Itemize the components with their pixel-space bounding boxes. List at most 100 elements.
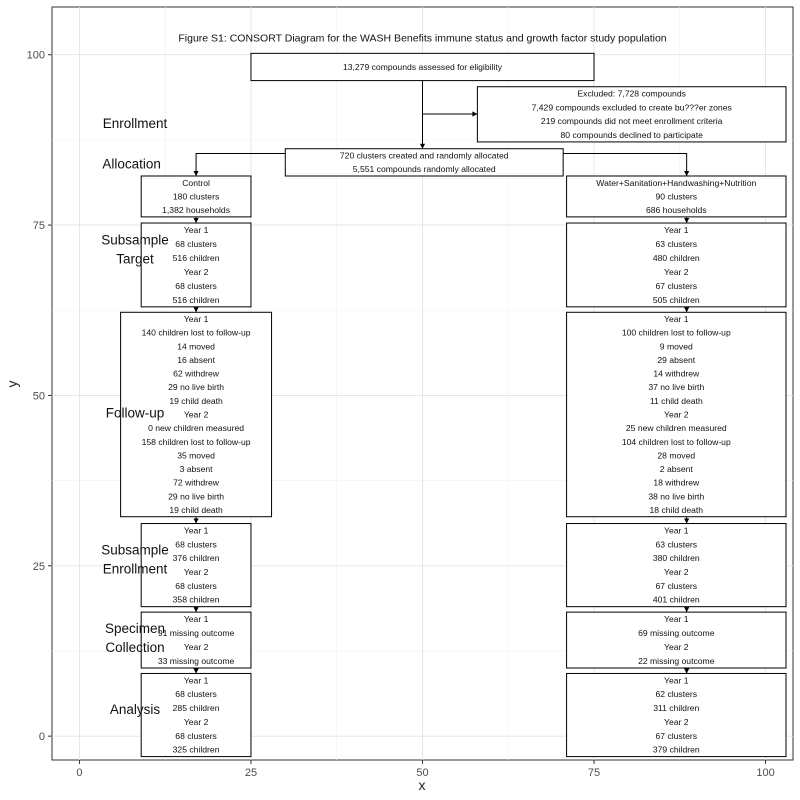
arrow-head xyxy=(684,218,690,224)
stage-label-follow-up: Follow-up xyxy=(106,405,165,420)
box-line: 22 missing outcome xyxy=(638,656,715,666)
y-tick-label: 25 xyxy=(33,561,45,573)
box-line: Excluded: 7,728 compounds xyxy=(577,89,685,99)
stage-label-allocation: Allocation xyxy=(102,157,161,172)
box-line: 68 clusters xyxy=(175,281,217,291)
box-control-followup: Year 1 140 children lost to follow-up 14 m… xyxy=(120,311,273,518)
box-frame xyxy=(140,222,252,308)
arrow-head xyxy=(419,143,426,149)
arrow-head xyxy=(193,668,199,674)
box-line: 67 clusters xyxy=(656,281,698,291)
box-line: 219 compounds did not meet enrollment cr… xyxy=(541,116,723,126)
y-tick-label: 50 xyxy=(33,390,45,402)
box-frame xyxy=(120,311,273,518)
box-allocated: 720 clusters created and randomly alloca… xyxy=(284,148,564,177)
connector-wshn-specimen-to-analysis xyxy=(684,668,690,674)
box-line: 140 children lost to follow-up xyxy=(142,328,251,338)
box-control-target: Year 1 68 clusters 516 children Year 2 68 cl… xyxy=(140,222,252,308)
box-line: 358 children xyxy=(173,595,220,605)
box-frame xyxy=(140,672,252,758)
box-line: 5,551 compounds randomly allocated xyxy=(353,164,496,174)
box-line: 516 children xyxy=(173,295,220,305)
box-line: 380 children xyxy=(653,553,700,563)
box-line: 325 children xyxy=(173,745,220,755)
box-frame xyxy=(566,222,787,308)
box-line: 720 clusters created and randomly alloca… xyxy=(340,151,509,161)
box-frame xyxy=(566,311,787,518)
connector-wshn-followup-to-sub-enroll xyxy=(684,516,690,524)
box-frame xyxy=(140,523,252,608)
box-line: 516 children xyxy=(173,253,220,263)
connector-control-target-to-followup xyxy=(193,306,199,313)
stage-label-enrollment: Enrollment xyxy=(103,116,168,131)
arrow-head xyxy=(684,307,690,313)
box-line: 69 missing outcome xyxy=(638,628,715,638)
box-line: 376 children xyxy=(173,553,220,563)
box-line: 11 child death xyxy=(650,396,703,406)
arrow-head xyxy=(193,218,199,224)
stage-label-subsample-enrollment: Subsample xyxy=(101,542,169,557)
connector-assessed-to-allocated xyxy=(419,80,426,149)
box-line: 180 clusters xyxy=(173,191,219,201)
box-line: 25 new children measured xyxy=(626,423,727,433)
box-line: 311 children xyxy=(653,703,699,713)
box-line: Year 1 xyxy=(664,314,689,324)
box-assessed: 13,279 compounds assessed for eligibilit… xyxy=(250,52,595,82)
box-line: Year 1 xyxy=(184,525,209,535)
box-line: Year 2 xyxy=(184,717,209,727)
box-control-arm: Control 180 clusters 1,382 households xyxy=(140,175,252,218)
axes: 0 25 50 75 100 0 25 50 75 100 xyxy=(27,50,775,779)
box-line: Year 1 xyxy=(184,675,209,685)
box-line: 19 child death xyxy=(169,505,223,515)
x-tick-label: 25 xyxy=(245,767,257,779)
box-wshn-sub-enroll: Year 1 63 clusters 380 children Year 2 67 cl… xyxy=(566,523,787,608)
arrow-head xyxy=(684,668,690,674)
connector-to-excluded xyxy=(422,111,478,117)
connector-allocated-to-control xyxy=(193,153,286,176)
connector-control-followup-to-sub-enroll xyxy=(193,516,199,524)
box-line: 18 withdrew xyxy=(653,478,700,488)
box-frame xyxy=(566,523,787,608)
box-line: 37 no live birth xyxy=(648,382,704,392)
box-line: 63 clusters xyxy=(656,539,698,549)
arrow-head xyxy=(472,111,478,117)
box-line: Year 1 xyxy=(184,614,209,624)
box-line: 72 withdrew xyxy=(173,478,220,488)
stage-label-subsample-target: Target xyxy=(116,251,154,266)
box-line: 13,279 compounds assessed for eligibilit… xyxy=(343,62,503,72)
connector-control-arm-to-target xyxy=(193,216,199,224)
box-frame xyxy=(566,672,787,758)
box-line: 67 clusters xyxy=(656,731,698,741)
box-line: 62 clusters xyxy=(656,689,698,699)
x-tick-label: 100 xyxy=(756,767,774,779)
y-tick-label: 100 xyxy=(27,50,45,62)
box-control-analysis: Year 1 68 clusters 285 children Year 2 68 cl… xyxy=(140,672,252,758)
box-line: Year 2 xyxy=(184,642,209,652)
box-line: 38 no live birth xyxy=(648,491,704,501)
box-line: Year 2 xyxy=(664,410,689,420)
x-tick-label: 75 xyxy=(588,767,600,779)
box-line: 68 clusters xyxy=(175,731,217,741)
connector-line xyxy=(195,153,286,176)
stage-label-specimen-collection: Collection xyxy=(105,640,164,655)
box-line: 28 moved xyxy=(657,450,695,460)
box-line: 0 new children measured xyxy=(148,423,244,433)
y-tick-label: 75 xyxy=(33,220,45,232)
box-line: Control xyxy=(182,178,210,188)
box-frame xyxy=(284,148,564,177)
box-line: 104 children lost to follow-up xyxy=(622,437,731,447)
box-line: 1,382 households xyxy=(162,205,230,215)
box-line: 67 clusters xyxy=(656,581,698,591)
stage-label-analysis: Analysis xyxy=(110,702,161,717)
box-frame xyxy=(566,611,787,669)
connector-wshn-target-to-followup xyxy=(684,306,690,313)
box-line: 80 compounds declined to participate xyxy=(561,130,704,140)
box-line: 379 children xyxy=(653,745,700,755)
box-line: 7,429 compounds excluded to create bu???… xyxy=(532,102,732,112)
connector-control-sub-enroll-to-specimen xyxy=(193,606,199,613)
box-line: 2 absent xyxy=(660,464,694,474)
box-line: 401 children xyxy=(653,595,700,605)
box-line: 33 missing outcome xyxy=(158,656,235,666)
box-control-specimen: Year 1 91 missing outcome Year 2 33 missing… xyxy=(140,611,252,669)
connectors xyxy=(193,80,690,674)
